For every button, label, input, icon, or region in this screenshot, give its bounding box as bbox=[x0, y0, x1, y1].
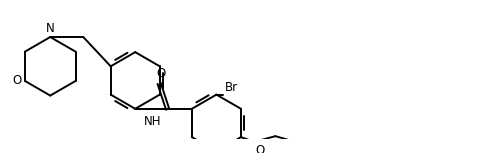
Text: Br: Br bbox=[225, 81, 238, 94]
Text: O: O bbox=[156, 67, 166, 80]
Text: N: N bbox=[46, 22, 55, 35]
Text: O: O bbox=[12, 75, 21, 87]
Text: O: O bbox=[255, 144, 264, 153]
Text: NH: NH bbox=[144, 115, 161, 128]
